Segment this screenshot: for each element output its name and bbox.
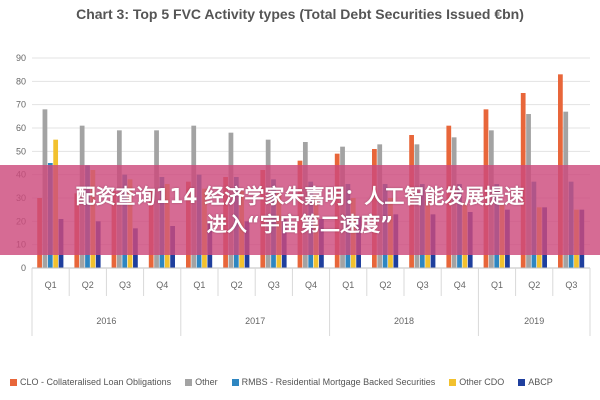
x-tick-label: Q4 [305,280,317,290]
y-tick-label: 60 [16,123,26,133]
banner-line-2: 进入“宇宙第二速度” [206,212,394,236]
legend-entry: CLO - Collateralised Loan Obligations [10,377,171,387]
legend-label: RMBS - Residential Mortgage Backed Secur… [241,377,436,387]
legend-swatch [449,378,457,386]
y-tick-label: 0 [21,263,26,273]
legend-label: ABCP [528,377,553,387]
banner-line-1: 配资查询114 经济学家朱嘉明：人工智能发展提速 [75,184,525,208]
x-tick-label: Q2 [379,280,391,290]
y-tick-label: 50 [16,146,26,156]
legend-label: Other [195,377,218,387]
legend-entry: RMBS - Residential Mortgage Backed Secur… [231,377,436,387]
axis-layer: 0102030405060708090Q1Q2Q3Q4Q1Q2Q3Q4Q1Q2Q… [16,53,591,336]
x-group-label: 2019 [524,316,544,326]
overlay-banner[interactable]: 配资查询114 经济学家朱嘉明：人工智能发展提速 进入“宇宙第二速度” [0,165,600,255]
y-tick-label: 90 [16,53,26,63]
x-group-label: 2018 [394,316,414,326]
chart-legend: CLO - Collateralised Loan Obligations Oth… [10,377,595,387]
x-tick-label: Q3 [565,280,577,290]
x-tick-label: Q1 [45,280,57,290]
x-tick-label: Q3 [119,280,131,290]
x-tick-label: Q3 [417,280,429,290]
x-tick-label: Q3 [268,280,280,290]
legend-swatch [231,378,239,386]
legend-swatch [10,378,17,386]
x-tick-label: Q1 [342,280,354,290]
legend-entry: ABCP [518,377,553,387]
y-tick-label: 70 [16,100,26,110]
x-tick-label: Q4 [156,280,168,290]
x-tick-label: Q4 [454,280,466,290]
legend-swatch [518,378,526,386]
legend-label: CLO - Collateralised Loan Obligations [20,377,172,387]
x-tick-label: Q2 [82,280,94,290]
x-group-label: 2017 [245,316,265,326]
legend-entry: Other [185,377,218,387]
chart-title: Chart 3: Top 5 FVC Activity types (Total… [76,6,524,22]
legend-swatch [185,378,193,386]
x-tick-label: Q1 [193,280,205,290]
y-tick-label: 80 [16,76,26,86]
legend-label: Other CDO [459,377,505,387]
x-group-label: 2016 [96,316,116,326]
x-tick-label: Q2 [231,280,243,290]
x-tick-label: Q2 [528,280,540,290]
x-tick-label: Q1 [491,280,503,290]
legend-entry: Other CDO [449,377,504,387]
